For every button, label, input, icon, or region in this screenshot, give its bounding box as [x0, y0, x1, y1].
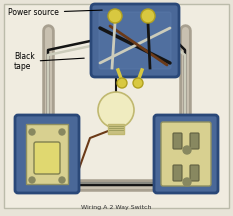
FancyBboxPatch shape	[161, 122, 211, 186]
FancyBboxPatch shape	[108, 124, 124, 134]
FancyBboxPatch shape	[91, 4, 179, 77]
Circle shape	[117, 78, 127, 88]
FancyBboxPatch shape	[173, 133, 182, 149]
Circle shape	[183, 178, 191, 186]
FancyBboxPatch shape	[173, 165, 182, 181]
Circle shape	[59, 177, 65, 183]
FancyBboxPatch shape	[154, 115, 218, 193]
Circle shape	[141, 9, 155, 23]
FancyBboxPatch shape	[26, 124, 68, 184]
Text: Wiring A 2 Way Switch: Wiring A 2 Way Switch	[81, 205, 151, 210]
Text: Power source: Power source	[8, 8, 102, 17]
Circle shape	[108, 9, 122, 23]
Circle shape	[29, 129, 35, 135]
FancyBboxPatch shape	[190, 165, 199, 181]
FancyBboxPatch shape	[190, 133, 199, 149]
FancyBboxPatch shape	[4, 4, 229, 208]
Circle shape	[59, 129, 65, 135]
Circle shape	[98, 92, 134, 128]
Circle shape	[183, 146, 191, 154]
Text: Black
tape: Black tape	[14, 52, 84, 71]
Circle shape	[29, 177, 35, 183]
FancyBboxPatch shape	[15, 115, 79, 193]
Circle shape	[133, 78, 143, 88]
FancyBboxPatch shape	[34, 142, 60, 174]
FancyBboxPatch shape	[99, 12, 171, 69]
